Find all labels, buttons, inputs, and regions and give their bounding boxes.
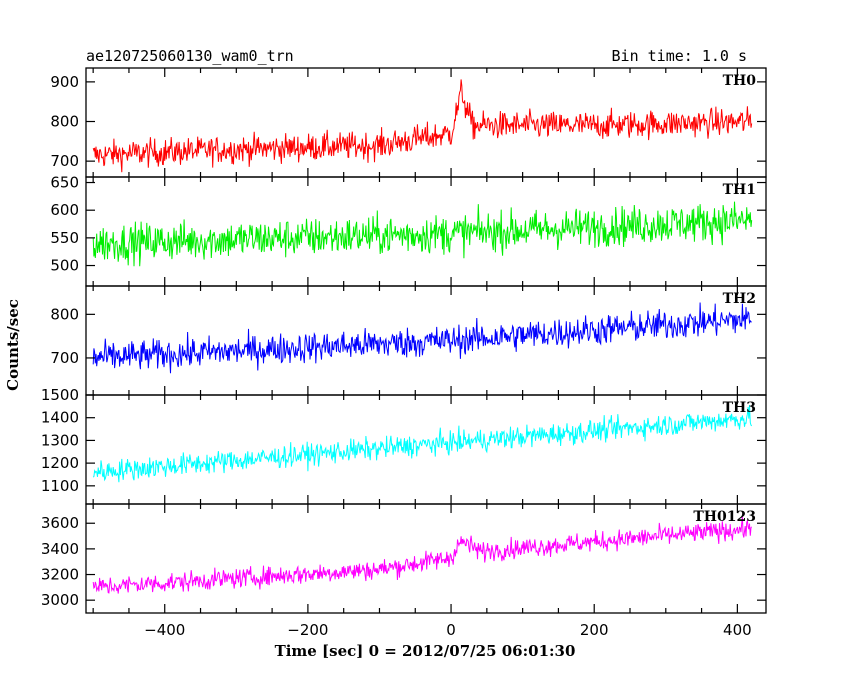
- y-axis-title: Counts/sec: [4, 299, 22, 391]
- x-tick-label: 0: [446, 621, 456, 639]
- series-line-th1: [92, 201, 753, 267]
- y-tick-label: 550: [50, 229, 79, 247]
- x-tick-label: −200: [287, 621, 328, 639]
- y-tick-label: 1200: [41, 454, 79, 472]
- y-tick-label: 800: [50, 305, 79, 323]
- panel-th0: 700 800 900 TH0: [50, 67, 767, 178]
- panel-th3: 1100 1200 1300 1400 1500 TH3: [41, 386, 767, 505]
- y-tick-label: 800: [50, 113, 79, 131]
- y-tick-label: 700: [50, 349, 79, 367]
- x-tick-label: 400: [723, 621, 752, 639]
- x-tick-label: 200: [580, 621, 609, 639]
- panel-name-label: TH0123: [693, 509, 756, 525]
- y-tick-label: 1400: [41, 409, 79, 427]
- panel-frame: [85, 394, 767, 505]
- y-tick-label: 1500: [41, 386, 79, 404]
- y-tick-label: 3600: [41, 514, 79, 532]
- y-tick-label: 1100: [41, 477, 79, 495]
- panel-th2: 700 800 TH2: [50, 285, 767, 396]
- panel-th1: 500 550 600 650 TH1: [50, 174, 767, 287]
- bin-time-label: Bin time: 1.0 s: [612, 47, 747, 65]
- panel-th0123: 3000 3200 3400 3600 TH0123: [41, 503, 767, 614]
- y-tick-label: 500: [50, 257, 79, 275]
- y-tick-label: 900: [50, 73, 79, 91]
- y-tick-label: 3000: [41, 591, 79, 609]
- panel-name-label: TH0: [723, 73, 757, 89]
- y-tick-label: 3400: [41, 540, 79, 558]
- panel-name-label: TH2: [723, 291, 756, 307]
- x-axis-title: Time [sec] 0 = 2012/07/25 06:01:30: [275, 642, 576, 660]
- observation-id: ae120725060130_wam0_trn: [86, 47, 294, 65]
- series-line-th2: [92, 302, 752, 374]
- panel-stack: 700 800 900 TH0 500 550 600 650 TH1 700 800 TH2 1100…: [41, 67, 767, 639]
- y-tick-label: 3200: [41, 566, 79, 584]
- panel-frame: [85, 503, 767, 614]
- series-line-th0123: [92, 516, 753, 594]
- panel-name-label: TH1: [723, 182, 756, 198]
- panel-name-label: TH3: [723, 400, 756, 416]
- series-line-th0: [92, 79, 753, 173]
- x-tick-label: −400: [144, 621, 185, 639]
- y-tick-label: 650: [50, 174, 79, 192]
- y-tick-label: 1300: [41, 431, 79, 449]
- y-tick-label: 700: [50, 152, 79, 170]
- y-tick-label: 600: [50, 201, 79, 219]
- series-line-th3: [92, 404, 753, 483]
